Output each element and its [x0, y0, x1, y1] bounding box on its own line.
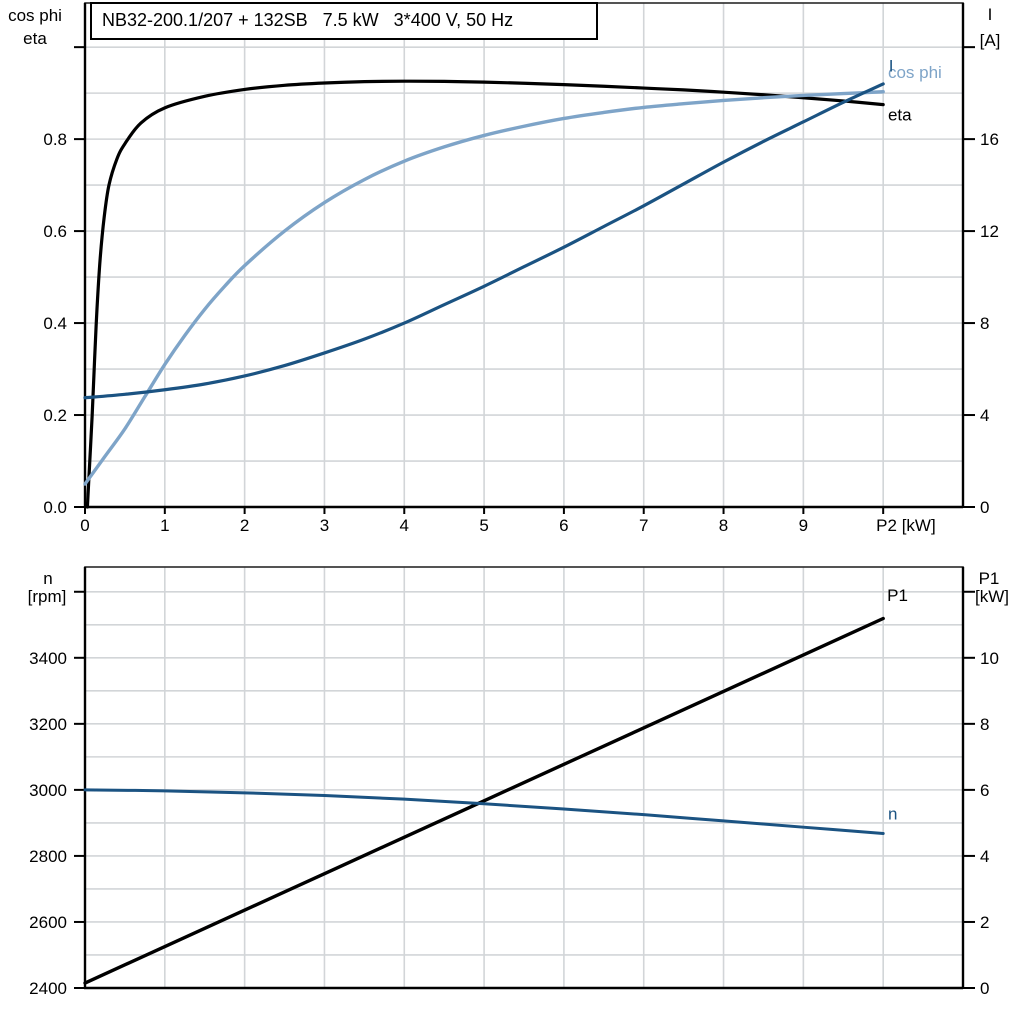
series-curve-cos-phi [83, 90, 885, 486]
x-tick-label: 8 [719, 516, 728, 535]
left-axis-title: eta [23, 29, 47, 48]
left-tick-label: 2800 [29, 847, 67, 866]
x-tick-label: 0 [80, 516, 89, 535]
series-label-eta: eta [888, 105, 912, 124]
gridlines [85, 3, 963, 507]
left-tick-label: 0.8 [43, 130, 67, 149]
left-tick-label: 0.2 [43, 406, 67, 425]
right-tick-label: 10 [980, 649, 999, 668]
chart-title-box: NB32-200.1/207 + 132SB 7.5 kW 3*400 V, 5… [90, 2, 598, 40]
left-axis-title: [rpm] [28, 587, 67, 606]
right-tick-label: 16 [980, 130, 999, 149]
series-curve-n [83, 788, 885, 835]
left-tick-label: 0.6 [43, 222, 67, 241]
series-curve-I [83, 82, 885, 400]
left-tick-label: 3200 [29, 715, 67, 734]
right-tick-label: 0 [980, 979, 989, 998]
left-tick-label: 0.0 [43, 498, 67, 517]
plot-frame [84, 566, 964, 989]
series-curve-P1 [83, 616, 885, 985]
series-label-P1: P1 [887, 586, 908, 605]
right-tick-label: 2 [980, 913, 989, 932]
right-tick-label: 0 [980, 498, 989, 517]
right-axis-title: [kW] [975, 587, 1009, 606]
right-tick-label: 4 [980, 406, 989, 425]
speed-power-curves-chart: 2400260028003000320034000246810n[rpm]P1[… [28, 566, 1009, 998]
left-tick-label: 3400 [29, 649, 67, 668]
right-tick-label: 12 [980, 222, 999, 241]
right-tick-label: 4 [980, 847, 989, 866]
x-tick-label: 5 [479, 516, 488, 535]
x-tick-label: 6 [559, 516, 568, 535]
left-axis-title: cos phi [8, 6, 62, 25]
right-axis-title: [A] [980, 31, 1001, 50]
right-axis-title: I [988, 5, 993, 24]
right-axis-title: P1 [979, 569, 1000, 588]
x-tick-label: 3 [320, 516, 329, 535]
x-tick-label: 1 [160, 516, 169, 535]
electrical-curves-chart: 0 1 2 3 4 5 6 7 8 9 P2 [kW]0.00.20.40.60.80481216c… [8, 2, 1001, 535]
series-curve-eta [85, 79, 885, 509]
x-tick-label: 4 [400, 516, 409, 535]
series-label-n: n [888, 805, 897, 824]
x-axis-title: P2 [kW] [876, 516, 936, 535]
left-axis-title: n [43, 569, 52, 588]
right-tick-label: 8 [980, 314, 989, 333]
right-tick-label: 6 [980, 781, 989, 800]
left-tick-label: 2600 [29, 913, 67, 932]
left-tick-label: 0.4 [43, 314, 67, 333]
right-tick-label: 8 [980, 715, 989, 734]
plot-frame [84, 2, 964, 508]
x-tick-label: 9 [799, 516, 808, 535]
left-tick-label: 2400 [29, 979, 67, 998]
series-label-I: I [889, 57, 894, 76]
series-label-cos-phi: cos phi [888, 63, 942, 82]
x-tick-label: 2 [240, 516, 249, 535]
x-tick-label: 7 [639, 516, 648, 535]
left-tick-label: 3000 [29, 781, 67, 800]
gridlines [85, 567, 963, 988]
